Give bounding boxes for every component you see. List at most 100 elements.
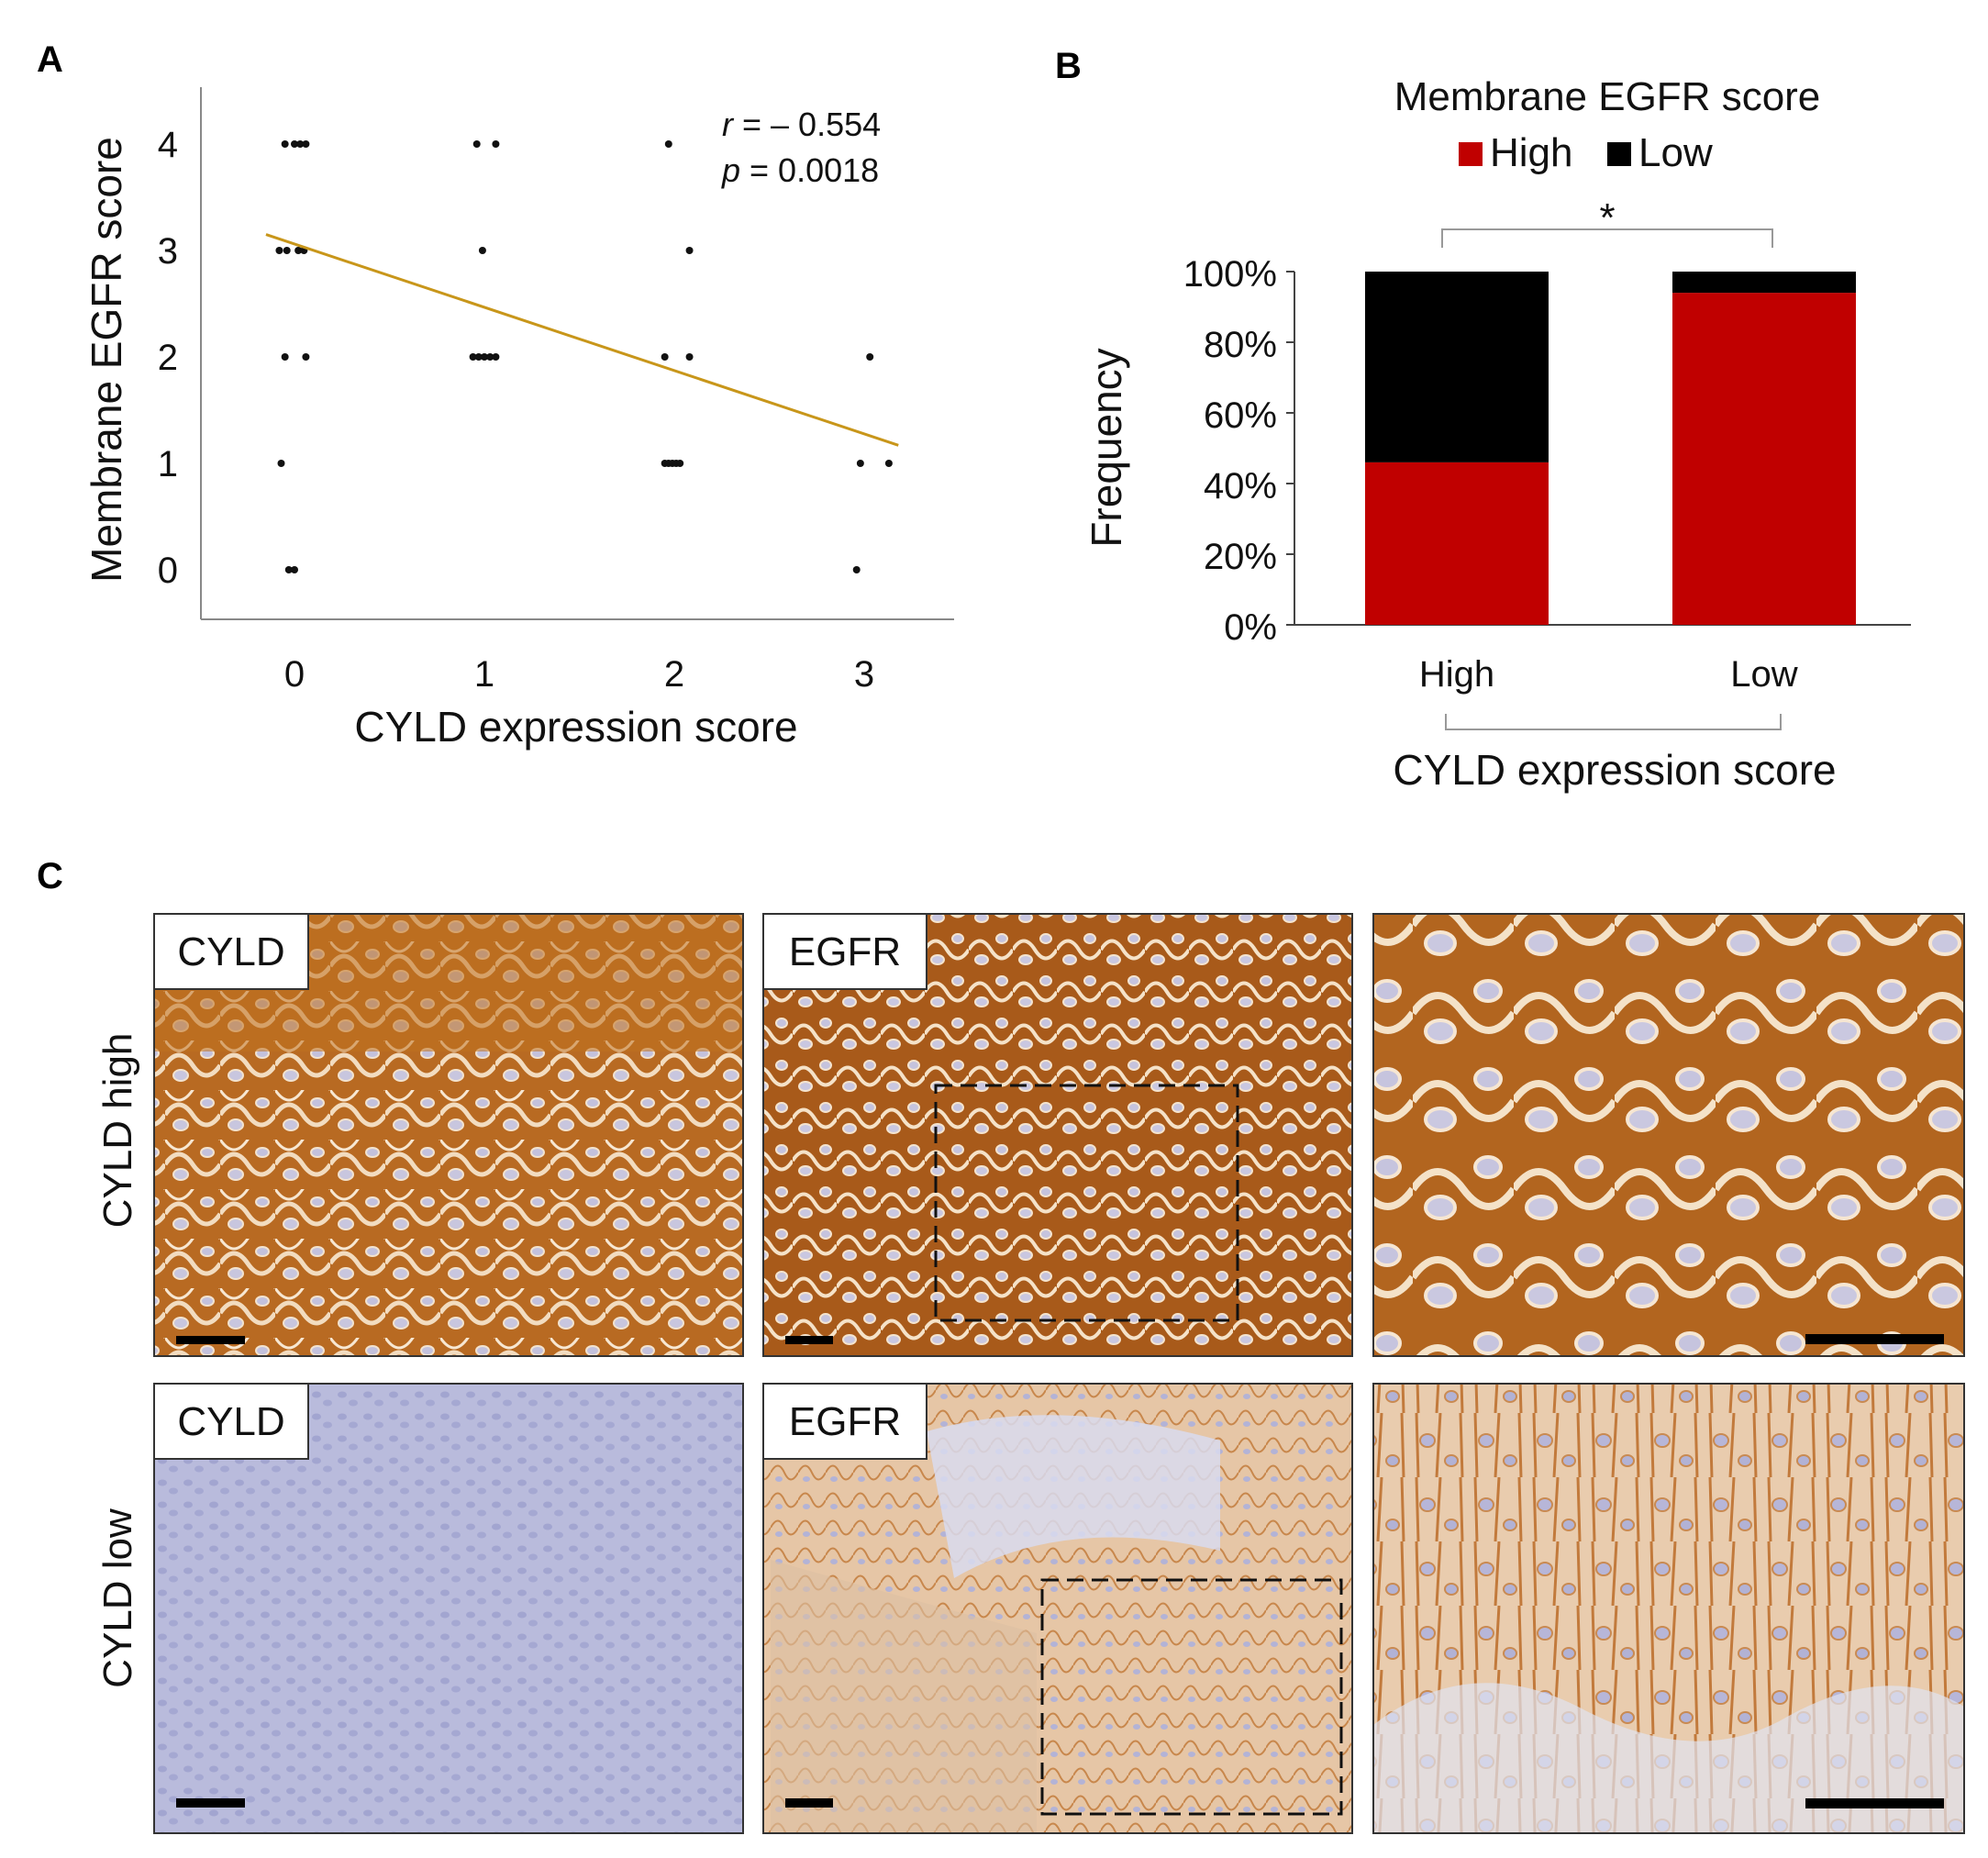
micrograph-egfr-low: EGFR [762,1383,1353,1834]
scatter-plot: 0 1 2 3 4 0 1 2 3 r = – 0.554 p = 0.0018 CYLD e… [83,87,954,751]
scatter-point [866,353,874,361]
y-tick-label: 80% [1204,325,1277,365]
stain-label: EGFR [789,1399,901,1444]
x-tick-label: Low [1730,654,1797,695]
x-tick-label: 3 [854,654,874,695]
significance-marker: * [1599,195,1615,240]
scatter-point [492,140,500,148]
scatter-point [685,247,694,254]
legend-label-low: Low [1638,130,1713,175]
scatter-point [478,247,486,254]
y-tick-label: 100% [1183,254,1277,295]
scatter-point [277,460,285,467]
scatter-point [856,460,864,467]
r-value: = – 0.554 [733,106,881,143]
stain-label-box [153,913,309,990]
scatter-point [492,353,500,361]
image-frame [762,1383,1353,1834]
roi-dashed-box [1040,1578,1343,1816]
stain-label: EGFR [789,929,901,974]
scatter-point [472,140,481,148]
panel-b-letter: B [1055,46,1082,86]
legend-swatch-low [1607,142,1631,166]
scatter-point [661,353,669,361]
scale-bar [785,1336,833,1344]
y-tick-label: 0 [158,551,178,591]
image-frame [1372,913,1965,1357]
stain-label-box [153,1383,309,1460]
y-tick-label: 1 [158,444,178,484]
image-frame [153,1383,744,1834]
bars [1365,272,1856,625]
y-tick-label: 3 [158,231,178,272]
x-tick-label: 0 [284,654,305,695]
scatter-point [486,353,494,361]
x-tick-label: 1 [474,654,494,695]
scatter-point [275,247,283,254]
stroma-region [1373,1683,1964,1833]
legend-swatch-high [1459,142,1483,166]
scatter-point [283,247,291,254]
bar-segment-high [1672,293,1856,625]
tissue-image [1373,914,1964,1356]
y-tick-labels: 0 1 2 3 4 [158,125,178,591]
x-tick-label: 2 [664,654,684,695]
roi-dashed-box [934,1084,1239,1322]
scatter-point [676,460,684,467]
micrograph-egfr-high: EGFR [762,913,1353,1357]
panel-a-letter: A [37,39,63,80]
scale-bar [1805,1334,1944,1344]
y-tick-labels: 0% 20% 40% 60% 80% 100% [1183,254,1294,648]
scale-bar [176,1336,245,1344]
y-tick-label: 0% [1224,607,1277,648]
r-statistic: r = – 0.554 [722,106,881,143]
scatter-point [481,353,488,361]
p-symbol: p [721,151,740,189]
x-axis-title: CYLD expression score [1393,746,1836,794]
image-frame [153,913,744,1357]
trend-line [265,233,899,447]
bar-segment-low [1365,272,1549,462]
x-tick-labels: 0 1 2 3 [284,654,874,695]
y-axis-title: Membrane EGFR score [83,137,130,583]
row-label-cyld-low: CYLD low [95,1508,140,1688]
scatter-point [469,353,477,361]
panel-c-letter: C [37,856,63,896]
legend: High Low [1459,130,1713,175]
y-axis-title: Frequency [1083,348,1130,547]
micrograph-egfr-high-zoom [1372,913,1965,1357]
scatter-point [284,566,293,573]
y-tick-label: 60% [1204,395,1277,436]
scatter-point [474,353,483,361]
y-tick-label: 40% [1204,466,1277,506]
p-value: = 0.0018 [740,151,879,189]
y-tick-label: 20% [1204,537,1277,577]
scatter-points [275,140,893,573]
r-symbol: r [722,106,735,143]
scale-bar [785,1798,833,1808]
significance-bracket [1441,228,1773,248]
scatter-point [291,566,298,573]
image-frame [762,913,1353,1357]
scatter-point [302,140,310,148]
scatter-point [664,140,672,148]
scatter-point [884,460,893,467]
chart-title: Membrane EGFR score [1394,74,1821,119]
stain-label: CYLD [177,1399,284,1444]
scatter-point [685,353,694,361]
image-frame [1372,1383,1965,1834]
category-bracket [1445,714,1782,730]
x-axis-title: CYLD expression score [354,703,797,751]
micrograph-cyld-low: CYLD [153,1383,744,1834]
y-tick-label: 2 [158,338,178,378]
bar-segment-low [1672,272,1856,294]
scale-bar [1805,1798,1944,1808]
micrograph-cyld-high: CYLD [153,913,744,1357]
stain-label: CYLD [177,929,284,974]
scatter-point [281,140,289,148]
bar-segment-high [1365,462,1549,625]
scale-bar [176,1798,245,1808]
scatter-point [852,566,861,573]
x-tick-labels: High Low [1419,654,1798,695]
